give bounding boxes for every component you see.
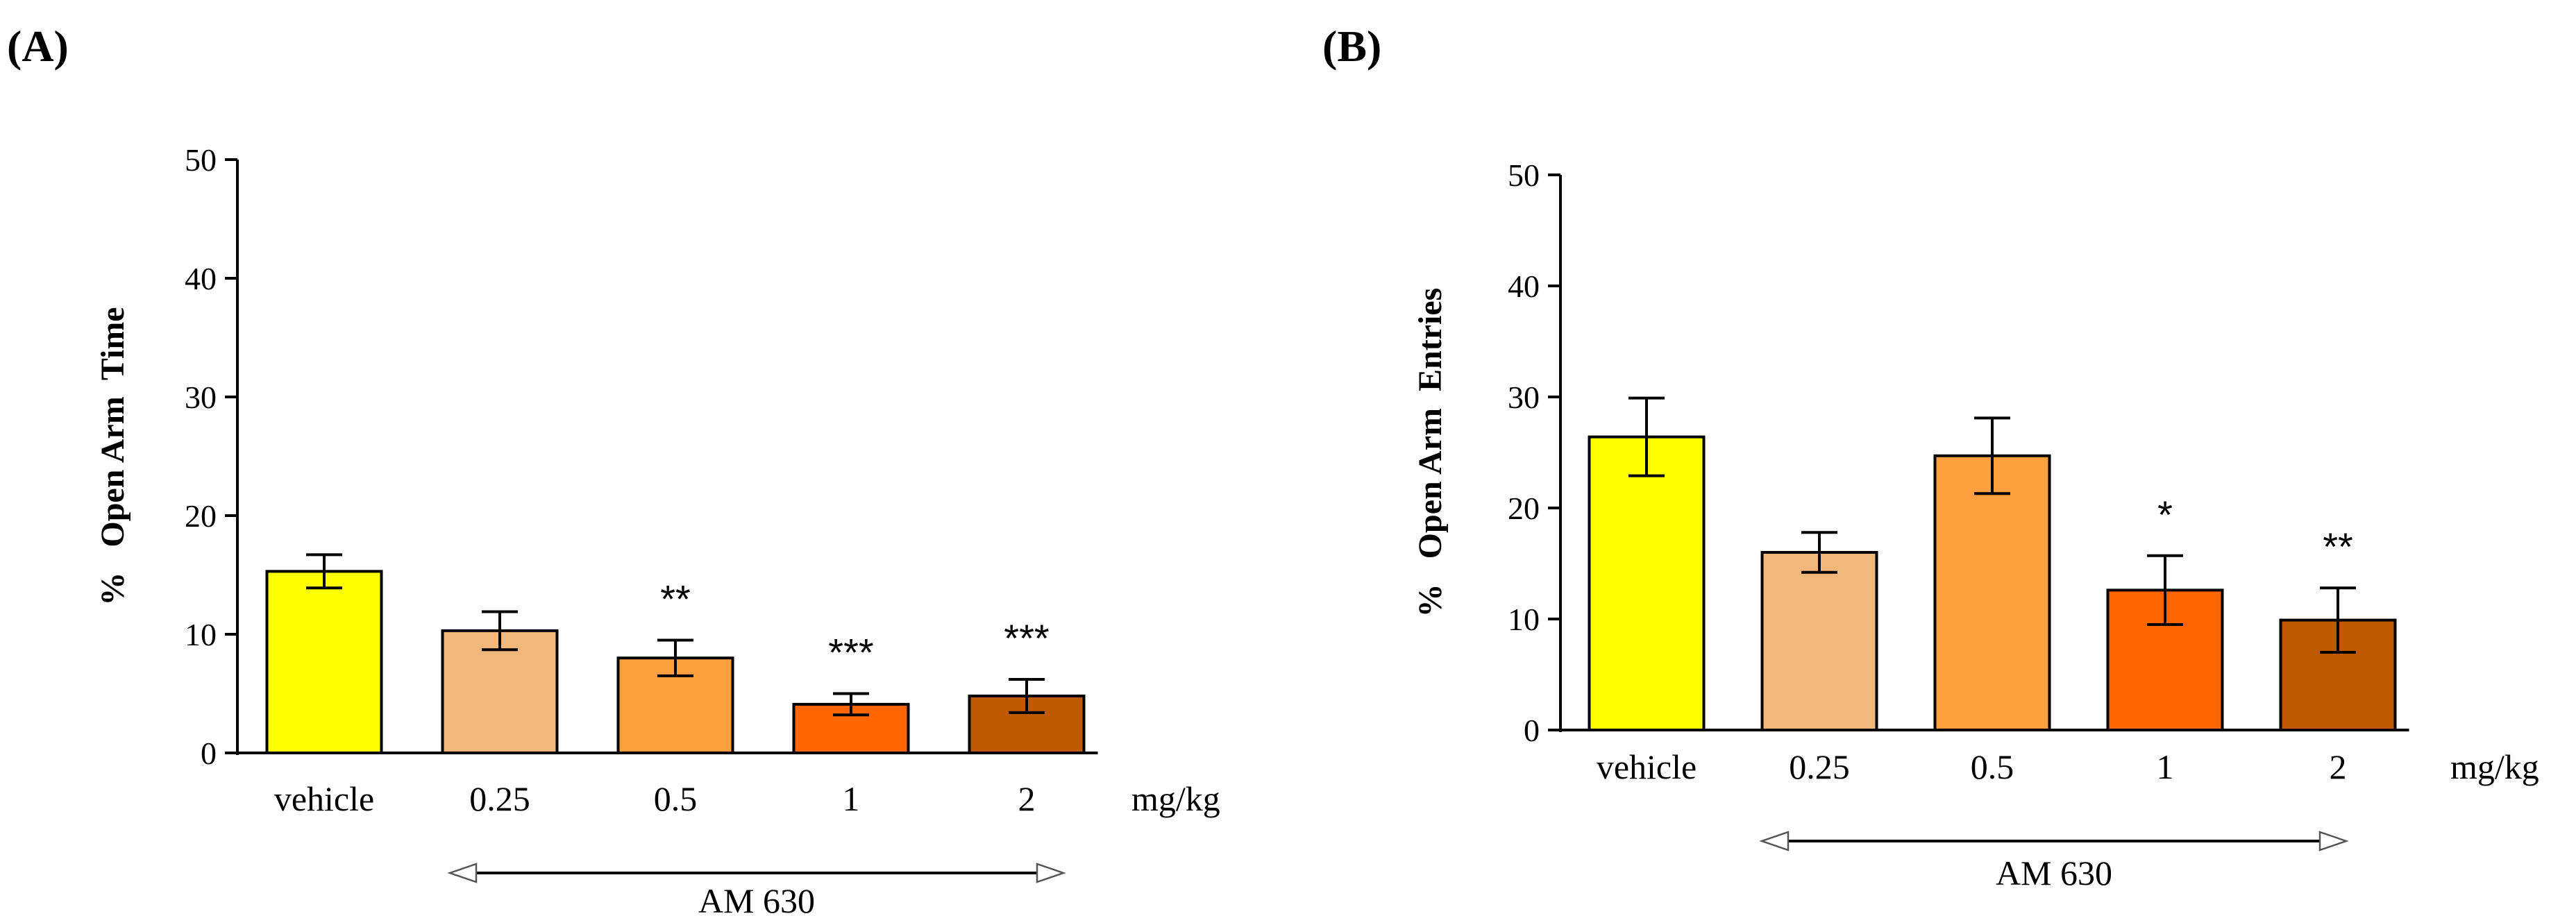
p0-group-label: AM 630 xyxy=(698,881,815,916)
p0-y-tick-label-50: 50 xyxy=(185,142,217,178)
p1-x-label-4: 2 xyxy=(2330,747,2347,786)
panel-a-label: (A) xyxy=(7,22,69,71)
p1-unit-label: mg/kg xyxy=(2450,747,2539,786)
p0-y-tick-label-0: 0 xyxy=(201,736,217,771)
p1-arrow-head-left xyxy=(1759,831,1790,851)
panel-b-label: (B) xyxy=(1322,22,1381,71)
p1-bar-0 xyxy=(1588,435,1706,731)
p0-x-label-2: 0.5 xyxy=(654,779,698,818)
p1-y-tick-label-0: 0 xyxy=(1524,713,1540,748)
p0-x-label-3: 1 xyxy=(843,779,860,818)
panel-a: (A) 0 10 20 30 40 50 % Open Arm Time vehicle 0.2… xyxy=(7,22,1220,916)
p1-significance-4: ** xyxy=(2323,525,2353,568)
p0-x-label-1: 0.25 xyxy=(469,779,530,818)
p1-y-tick-label-10: 10 xyxy=(1508,602,1540,637)
p0-unit-label: mg/kg xyxy=(1131,779,1220,818)
p0-significance-3: *** xyxy=(828,631,873,675)
p0-y-tick-label-20: 20 xyxy=(185,498,217,534)
p1-arrow-head-right xyxy=(2318,831,2349,851)
p1-x-label-0: vehicle xyxy=(1597,747,1697,786)
p1-y-tick-label-20: 20 xyxy=(1508,491,1540,526)
p0-x-label-0: vehicle xyxy=(274,779,374,818)
p0-y-tick-label-40: 40 xyxy=(185,261,217,296)
p1-bar-2 xyxy=(1933,454,2051,731)
p0-y-tick-label-10: 10 xyxy=(185,617,217,652)
p1-bar-1 xyxy=(1760,551,1878,731)
p1-x-label-2: 0.5 xyxy=(1971,747,2014,786)
p0-arrow-head-right xyxy=(1036,863,1066,883)
p1-x-label-3: 1 xyxy=(2157,747,2174,786)
p1-x-label-1: 0.25 xyxy=(1789,747,1850,786)
p1-group-label: AM 630 xyxy=(1996,854,2112,892)
p0-y-tick-label-30: 30 xyxy=(185,380,217,415)
p1-y-tick-label-50: 50 xyxy=(1508,158,1540,193)
p0-y-axis-title: % Open Arm Time xyxy=(94,307,131,605)
p1-y-axis-title: % Open Arm Entries xyxy=(1412,288,1449,618)
p0-x-label-4: 2 xyxy=(1018,779,1036,818)
p0-arrow-head-left xyxy=(447,863,478,883)
p1-y-tick-label-40: 40 xyxy=(1508,269,1540,304)
p1-y-tick-label-30: 30 xyxy=(1508,380,1540,415)
p0-significance-2: ** xyxy=(660,577,691,621)
p0-bar-0 xyxy=(265,570,383,754)
p0-significance-4: *** xyxy=(1004,616,1049,660)
p1-significance-3: * xyxy=(2157,493,2173,536)
p0-bar-4 xyxy=(968,694,1086,754)
panel-b: (B) 0 10 20 30 40 50 % Open Arm Entries vehicle… xyxy=(1322,22,2539,892)
